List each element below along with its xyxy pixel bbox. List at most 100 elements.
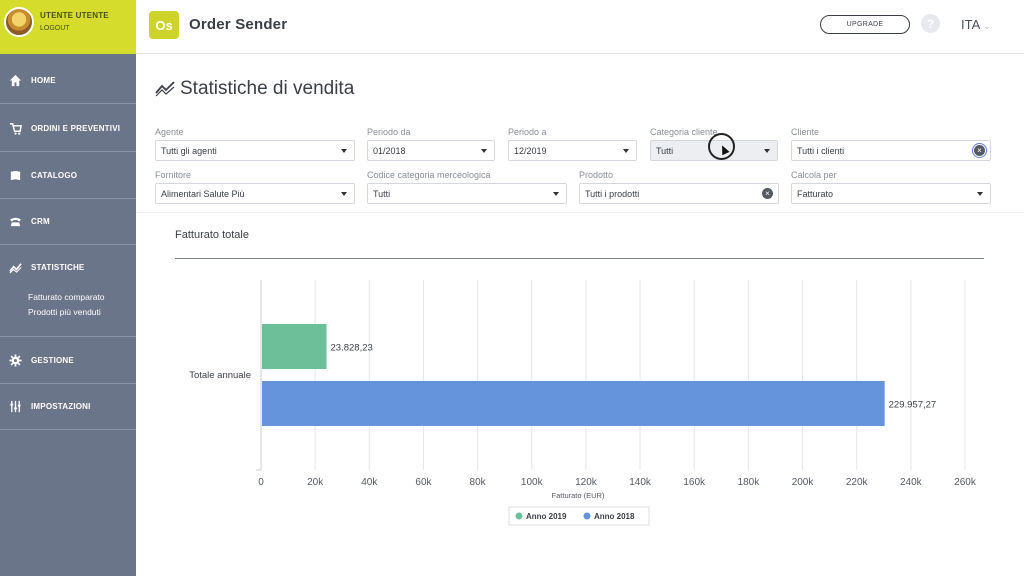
categoria-cliente-value: Tutti <box>656 145 674 156</box>
user-name: UTENTE UTENTE <box>40 11 109 20</box>
filter-label: Calcola per <box>791 170 837 180</box>
sidebar-item-label: HOME <box>31 75 56 85</box>
filter-cliente: Cliente Tutti i clienti × <box>791 127 991 161</box>
phone-icon <box>8 214 22 228</box>
sidebar-item-label: ORDINI E PREVENTIVI <box>31 123 121 133</box>
filter-codice-categoria: Codice categoria merceologica Tutti <box>367 170 567 204</box>
cart-icon <box>8 121 22 135</box>
logout-link[interactable]: LOGOUT <box>40 25 70 32</box>
app-title: Order Sender <box>189 16 288 33</box>
cliente-input[interactable]: Tutti i clienti × <box>791 140 991 161</box>
filter-label: Periodo da <box>367 127 411 137</box>
language-value: ITA <box>961 17 981 32</box>
sidebar-item-home[interactable]: HOME <box>0 57 136 104</box>
agente-select[interactable]: Tutti gli agenti <box>155 140 355 161</box>
periodo-da-value: 01/2018 <box>373 145 406 156</box>
sidebar-item-ordini[interactable]: ORDINI E PREVENTIVI <box>0 105 136 152</box>
help-icon[interactable]: ? <box>921 14 940 33</box>
top-header: Os Order Sender UPGRADE ? ITA ⌄ <box>136 0 1024 54</box>
filter-agente: Agente Tutti gli agenti <box>155 127 355 161</box>
statistiche-submenu: Fatturato comparato Prodotti più venduti <box>28 290 105 320</box>
x-tick-label: 180k <box>738 477 761 488</box>
x-tick-label: 140k <box>629 477 652 488</box>
filter-fornitore: Fornitore Alimentari Salute Più <box>155 170 355 204</box>
prodotto-value: Tutti i prodotti <box>585 188 640 199</box>
catalog-icon <box>8 168 22 182</box>
x-tick-label: 240k <box>900 477 923 488</box>
data-label: 229.957,27 <box>889 400 937 411</box>
x-tick-label: 40k <box>361 477 378 488</box>
trend-icon <box>155 81 175 97</box>
legend-label: Anno 2019 <box>526 512 567 521</box>
prodotto-input[interactable]: Tutti i prodotti × <box>579 183 779 204</box>
x-tick-label: 200k <box>792 477 815 488</box>
filter-label: Prodotto <box>579 170 614 180</box>
calcola-per-select[interactable]: Fatturato <box>791 183 991 204</box>
codice-categoria-select[interactable]: Tutti <box>367 183 567 204</box>
filter-label: Cliente <box>791 127 820 137</box>
submenu-fatturato-comparato[interactable]: Fatturato comparato <box>28 292 105 302</box>
fornitore-value: Alimentari Salute Più <box>161 188 245 199</box>
clear-icon[interactable]: × <box>972 143 987 158</box>
sidebar-item-impostazioni[interactable]: IMPOSTAZIONI <box>0 383 136 430</box>
filter-prodotto: Prodotto Tutti i prodotti × <box>579 170 779 204</box>
caret-down-icon <box>623 149 629 153</box>
sidebar: UTENTE UTENTE LOGOUT HOME ORDINI E PREVE… <box>0 0 136 576</box>
page-title: Statistiche di vendita <box>180 78 355 99</box>
cursor-highlight <box>708 133 735 160</box>
x-tick-label: 220k <box>846 477 869 488</box>
caret-down-icon <box>341 149 347 153</box>
upgrade-button[interactable]: UPGRADE <box>820 15 910 34</box>
sidebar-item-label: GESTIONE <box>31 355 74 365</box>
app-logo: Os <box>149 11 179 39</box>
sidebar-item-label: CRM <box>31 216 50 226</box>
legend-label: Anno 2018 <box>594 512 635 521</box>
x-tick-label: 160k <box>683 477 706 488</box>
sidebar-item-statistiche[interactable]: STATISTICHE Fatturato comparato Prodotti… <box>0 244 136 337</box>
language-select[interactable]: ITA ⌄ <box>961 17 991 32</box>
caret-down-icon <box>977 192 983 196</box>
fornitore-select[interactable]: Alimentari Salute Più <box>155 183 355 204</box>
periodo-a-select[interactable]: 12/2019 <box>508 140 637 161</box>
bar-anno-2018 <box>262 381 885 426</box>
periodo-a-value: 12/2019 <box>514 145 547 156</box>
category-label: Totale annuale <box>189 370 251 381</box>
x-tick-label: 100k <box>521 477 544 488</box>
x-axis-title: Fatturato (EUR) <box>552 491 605 500</box>
sidebar-item-catalogo[interactable]: CATALOGO <box>0 152 136 199</box>
avatar[interactable] <box>4 7 34 37</box>
gear-icon <box>8 353 22 367</box>
sidebar-item-gestione[interactable]: GESTIONE <box>0 337 136 384</box>
bar-chart: 0 20k 40k 60k 80k 100k 120k 140k 160k 180k 200k 220… <box>189 280 977 526</box>
chart-title-rule <box>175 258 984 259</box>
agente-value: Tutti gli agenti <box>161 145 217 156</box>
x-tick-label: 0 <box>258 477 264 488</box>
filter-periodo-a: Periodo a 12/2019 <box>508 127 637 161</box>
periodo-da-select[interactable]: 01/2018 <box>367 140 495 161</box>
trend-icon <box>8 260 22 274</box>
sidebar-item-label: CATALOGO <box>31 170 78 180</box>
caret-down-icon <box>764 149 770 153</box>
codice-categoria-value: Tutti <box>373 188 391 199</box>
calcola-per-value: Fatturato <box>797 188 834 199</box>
filters-divider <box>136 212 1024 213</box>
sidebar-item-crm[interactable]: CRM <box>0 198 136 245</box>
x-tick-label: 80k <box>470 477 487 488</box>
cliente-value: Tutti i clienti <box>797 145 845 156</box>
filter-label: Agente <box>155 127 184 137</box>
filter-periodo-da: Periodo da 01/2018 <box>367 127 495 161</box>
chevron-down-icon: ⌄ <box>983 21 991 31</box>
page-title-row: Statistiche di vendita <box>155 78 354 100</box>
home-icon <box>8 73 22 87</box>
sidebar-item-label: IMPOSTAZIONI <box>31 401 91 411</box>
submenu-prodotti-piu-venduti[interactable]: Prodotti più venduti <box>28 307 101 317</box>
filter-label: Codice categoria merceologica <box>367 170 491 180</box>
clear-icon[interactable]: × <box>762 188 773 199</box>
user-box: UTENTE UTENTE LOGOUT <box>0 0 136 54</box>
filter-calcola-per: Calcola per Fatturato <box>791 170 991 204</box>
bar-anno-2019 <box>262 324 327 369</box>
x-tick-label: 120k <box>575 477 598 488</box>
caret-down-icon <box>341 192 347 196</box>
legend-marker <box>515 512 523 520</box>
